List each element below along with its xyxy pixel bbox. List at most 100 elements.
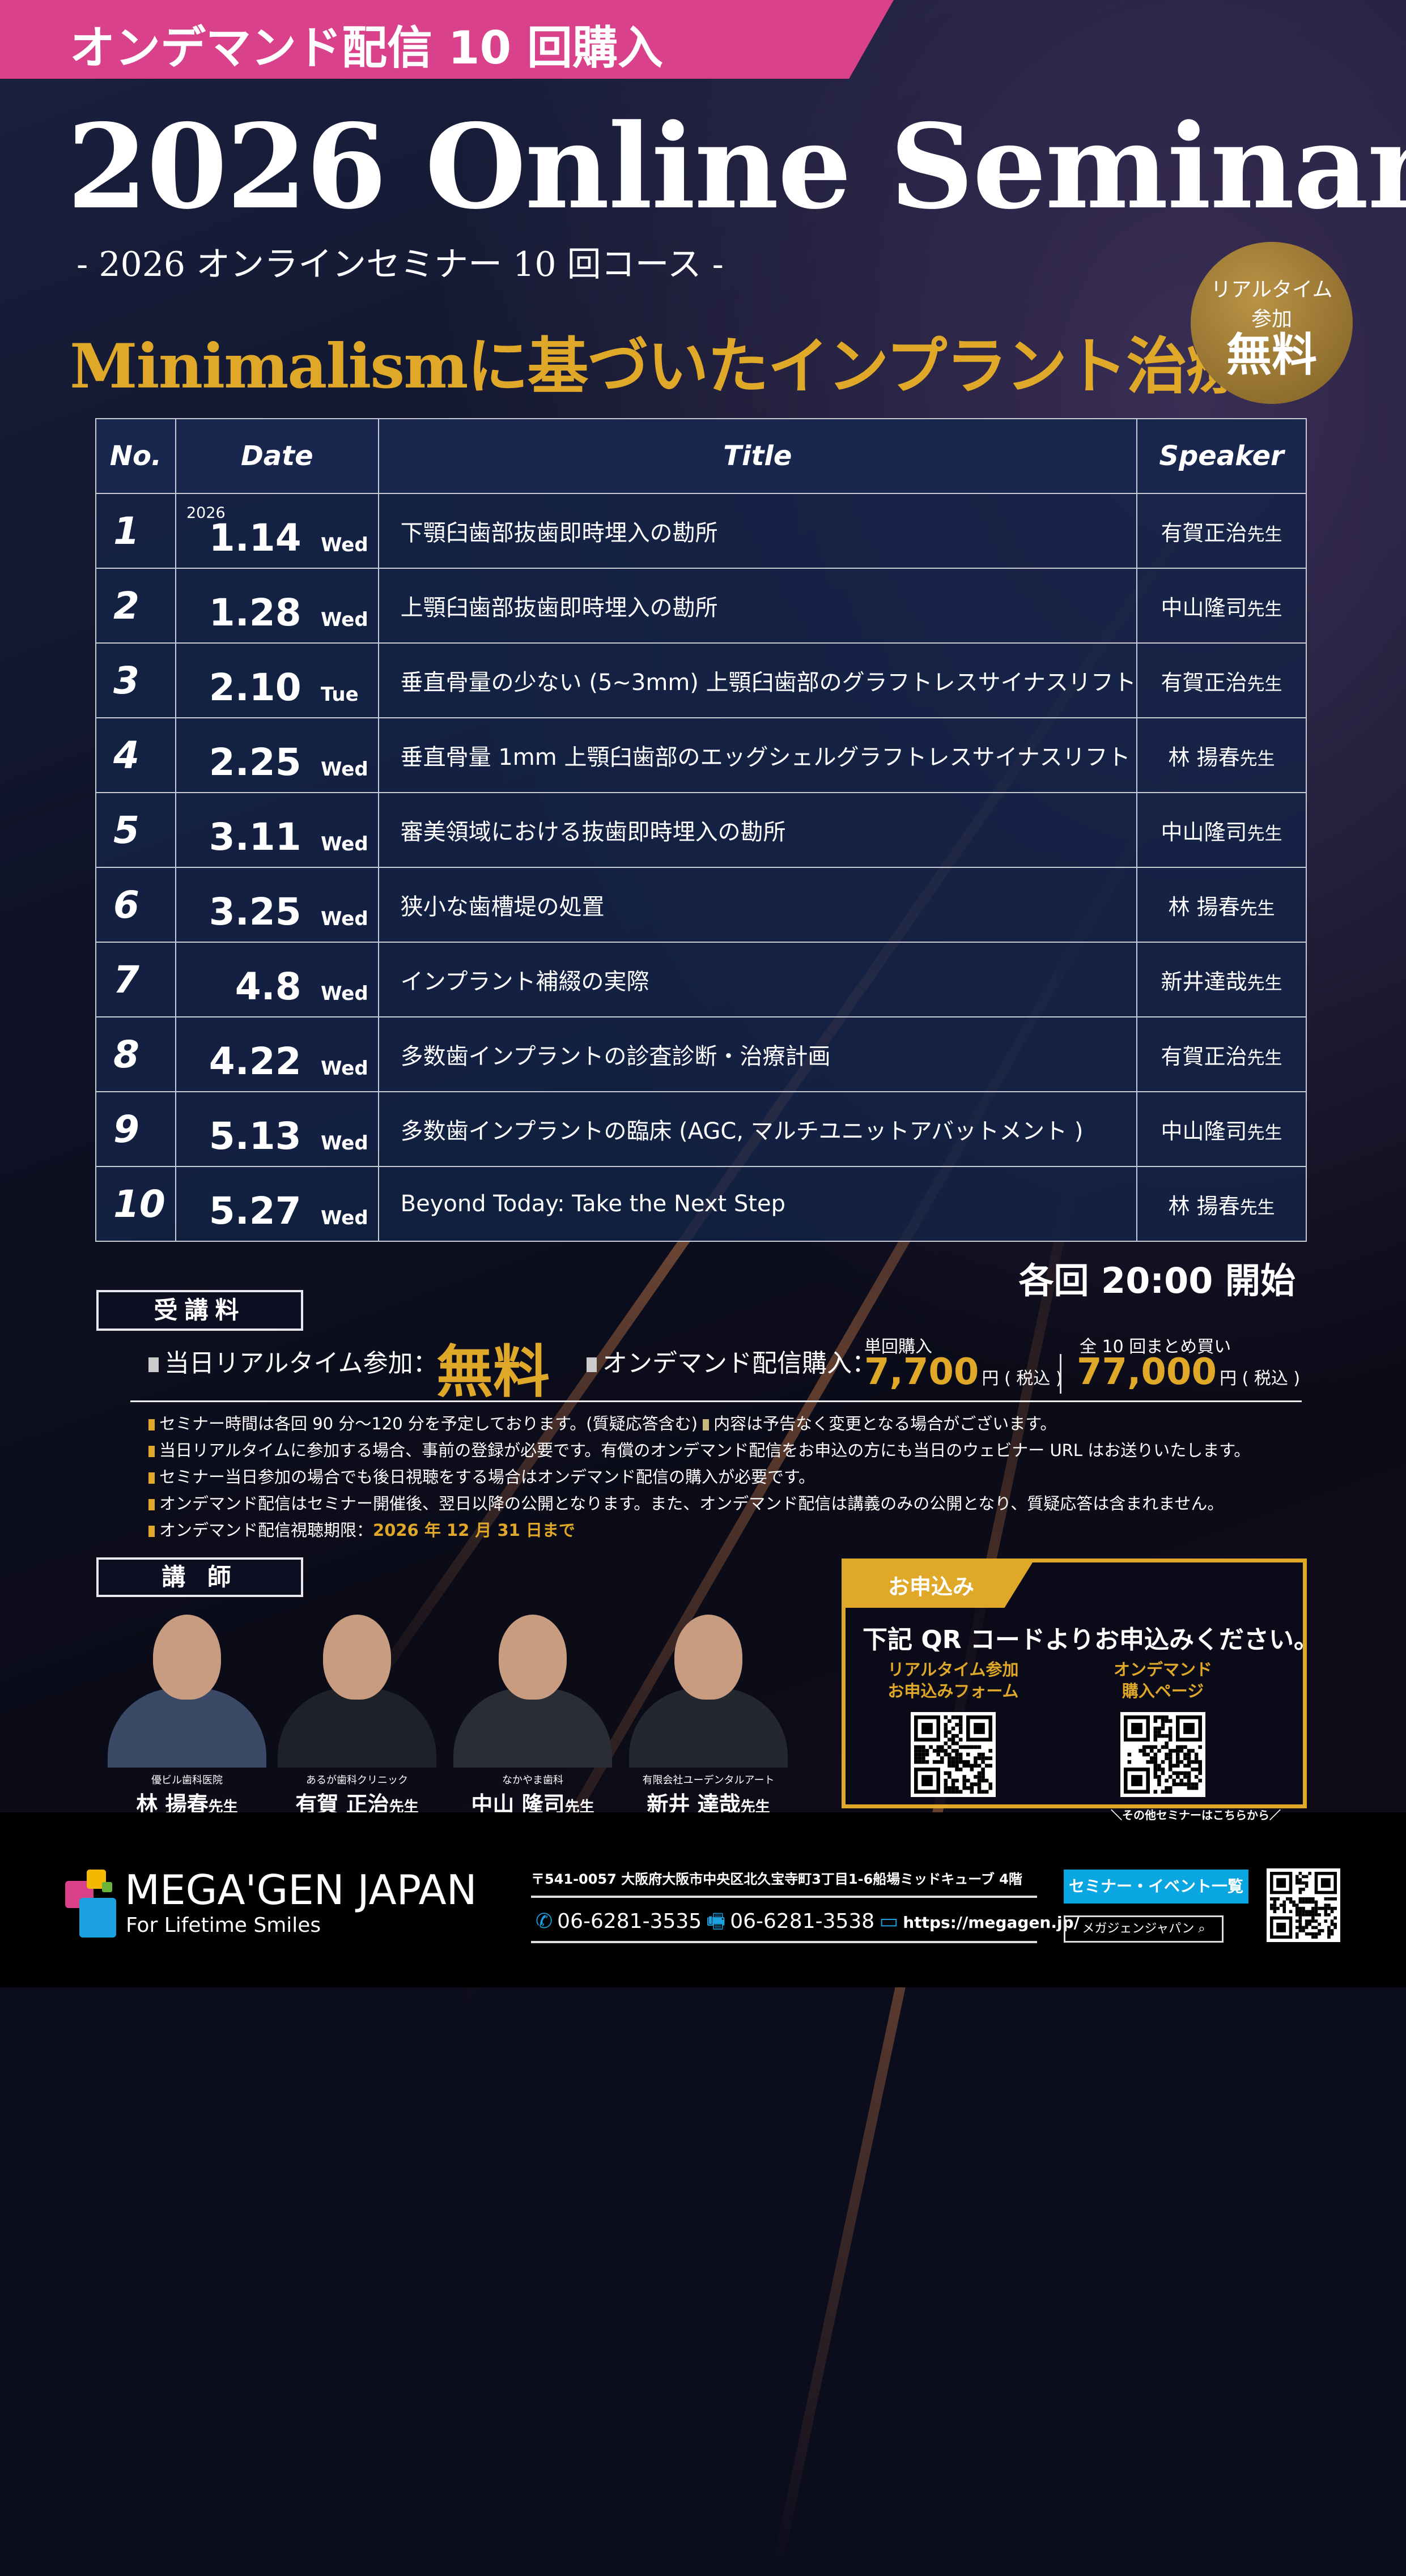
website-link[interactable]: https://megagen.jp/ [903, 1913, 1080, 1932]
speaker-name: 有賀正治 [1161, 670, 1247, 695]
banner-text: オンデマンド配信 10 回購入 [70, 22, 664, 74]
date-value: 3.25 [209, 890, 301, 934]
day-of-week: Wed [320, 758, 368, 781]
fax-icon: 🖷 [706, 1910, 726, 1933]
speaker-name: 林 揚春 [1168, 744, 1240, 770]
row-no: 7 [95, 942, 176, 1017]
row-no: 8 [95, 1016, 176, 1092]
note-deadline: 2026 年 12 月 31 日まで [373, 1521, 575, 1540]
row-date: 2.10 Tue [175, 642, 379, 718]
ondemand-banner: オンデマンド配信 10 回購入 [0, 0, 894, 79]
tel[interactable]: 06-6281-3535 [557, 1910, 702, 1933]
realtime-label: 当日リアルタイム参加： [164, 1349, 438, 1378]
date-value: 1.14 [209, 516, 301, 560]
day-of-week: Wed [320, 608, 368, 631]
row-speaker: 林 揚春先生 [1136, 717, 1307, 793]
row-speaker: 有賀正治先生 [1136, 493, 1307, 569]
row-speaker: 中山隆司先生 [1136, 568, 1307, 644]
row-speaker: 中山隆司先生 [1136, 792, 1307, 868]
row-no: 10 [95, 1166, 176, 1242]
qr-code-icon[interactable] [1267, 1868, 1340, 1942]
row-no: 9 [95, 1091, 176, 1167]
row-no: 6 [95, 867, 176, 943]
single-caption: 単回購入 [864, 1337, 932, 1357]
qr-code-icon[interactable] [1120, 1712, 1205, 1797]
lecturer-caption: 優ビル歯科医院林 揚春先生 [99, 1772, 275, 1818]
lecturer-clinic: 優ビル歯科医院 [151, 1774, 223, 1786]
qr-realtime[interactable]: リアルタイム参加 お申込みフォーム [868, 1659, 1038, 1797]
honorific: 先生 [1247, 973, 1282, 994]
qr-caption: リアルタイム参加 [887, 1660, 1019, 1679]
single-price-value: 7,700 [864, 1351, 979, 1393]
honorific: 先生 [1247, 1048, 1282, 1068]
start-time: 各回 20:00 開始 [1018, 1260, 1295, 1301]
honorific: 先生 [1239, 748, 1275, 769]
note: 当日リアルタイムに参加する場合、事前の登録が必要です。有償のオンデマンド配信をお… [159, 1441, 1251, 1460]
row-title: 垂直骨量の少ない (5~3mm) 上顎臼歯部のグラフトレスサイナスリフト [377, 642, 1138, 718]
row-speaker: 新井達哉先生 [1136, 942, 1307, 1017]
all-price: 77,000 円 ( 税込 ) [1077, 1351, 1300, 1393]
table-row: 4 2.25 Wed 垂直骨量 1mm 上顎臼歯部のエッグシェルグラフトレスサイナ… [95, 717, 1307, 793]
row-date: 4.8 Wed [175, 942, 379, 1017]
divider [1060, 1354, 1061, 1394]
date-value: 4.8 [235, 965, 301, 1008]
ondemand-fee: オンデマンド配信購入： [587, 1343, 877, 1379]
page-title: 2026 Online Seminar [67, 99, 1406, 235]
events-list-button[interactable]: セミナー・イベント一覧 [1064, 1870, 1248, 1904]
row-title: 狭小な歯槽堤の処置 [377, 867, 1138, 943]
row-title: 多数歯インプラントの臨床 (AGC, マルチユニットアバットメント ) [377, 1091, 1138, 1167]
row-no: 5 [95, 792, 176, 868]
divider [531, 1941, 1037, 1943]
row-no: 3 [95, 642, 176, 718]
speaker-name: 中山隆司 [1161, 1118, 1247, 1144]
single-price: 7,700 円 ( 税込 ) [864, 1351, 1063, 1393]
megagen-logo-icon [65, 1870, 119, 1938]
date-value: 5.27 [209, 1189, 301, 1233]
row-year: 2026 [186, 504, 226, 522]
row-speaker: 有賀正治先生 [1136, 1016, 1307, 1092]
megagen-logo: MEGA'GEN JAPAN [125, 1866, 477, 1914]
row-title: 垂直骨量 1mm 上顎臼歯部のエッグシェルグラフトレスサイナスリフト [377, 717, 1138, 793]
row-no: 1 [95, 493, 176, 569]
table-row: 2 1.28 Wed 上顎臼歯部抜歯即時埋入の勘所 中山隆司先生 [95, 568, 1307, 644]
lecturer-photo [453, 1603, 612, 1768]
qr-caption: 購入ページ [1122, 1681, 1204, 1701]
contact: ✆ 06-6281-3535 🖷 06-6281-3538 ▭ https://megag… [531, 1906, 1080, 1941]
search-icon: ⌕ [1198, 1922, 1205, 1936]
day-of-week: Wed [320, 1132, 368, 1155]
realtime-free: 無料 [436, 1339, 550, 1405]
bullet [587, 1357, 597, 1372]
qr-caption: オンデマンド [1113, 1660, 1212, 1679]
tagline: For Lifetime Smiles [126, 1914, 321, 1937]
table-row: 6 3.25 Wed 狭小な歯槽堤の処置 林 揚春先生 [95, 867, 1307, 943]
honorific: 先生 [1247, 674, 1282, 695]
apply-tag: お申込み [846, 1562, 1033, 1608]
apply-message: 下記 QR コードよりお申込みください。 [863, 1625, 1319, 1654]
row-speaker: 有賀正治先生 [1136, 642, 1307, 718]
row-title: 多数歯インプラントの診査診断・治療計画 [377, 1016, 1138, 1092]
header-title: Title [377, 418, 1138, 494]
header-no: No. [95, 418, 176, 494]
all-caption: 全 10 回まとめ買い [1080, 1337, 1231, 1357]
lecturer-clinic: あるが歯科クリニック [306, 1774, 408, 1786]
row-speaker: 中山隆司先生 [1136, 1091, 1307, 1167]
row-date: 4.22 Wed [175, 1016, 379, 1092]
address: 〒541-0057 大阪府大阪市中央区北久宝寺町3丁目1-6船場ミッドキューブ … [531, 1871, 1022, 1887]
row-date: 3.25 Wed [175, 867, 379, 943]
day-of-week: Wed [320, 1057, 368, 1080]
row-speaker: 林 揚春先生 [1136, 1166, 1307, 1242]
row-date: 3.11 Wed [175, 792, 379, 868]
search-box[interactable]: メガジェンジャパン ⌕ [1064, 1915, 1224, 1943]
date-value: 4.22 [209, 1040, 301, 1083]
day-of-week: Tue [320, 683, 359, 706]
row-speaker: 林 揚春先生 [1136, 867, 1307, 943]
realtime-fee: 当日リアルタイム参加： [148, 1343, 438, 1379]
lecturer-photo [629, 1603, 788, 1768]
table-row: 10 5.27 Wed Beyond Today: Take the Next S… [95, 1166, 1307, 1242]
qr-code-icon[interactable] [911, 1712, 996, 1797]
badge-line: 参加 [1251, 308, 1292, 331]
lecturer-photo [278, 1603, 436, 1768]
row-date: 1.28 Wed [175, 568, 379, 644]
honorific: 先生 [1247, 599, 1282, 620]
qr-ondemand[interactable]: オンデマンド 購入ページ [1078, 1659, 1248, 1797]
